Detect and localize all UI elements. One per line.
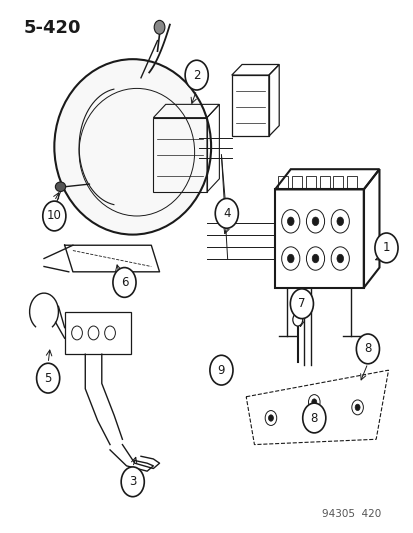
Circle shape [121, 467, 144, 497]
Text: 5-420: 5-420 [23, 19, 81, 37]
Text: 4: 4 [223, 207, 230, 220]
Circle shape [215, 198, 238, 228]
Circle shape [354, 404, 359, 410]
Circle shape [113, 268, 136, 297]
Circle shape [268, 415, 273, 421]
Text: 1: 1 [382, 241, 389, 254]
Text: 3: 3 [129, 475, 136, 488]
Text: 6: 6 [121, 276, 128, 289]
Circle shape [287, 254, 293, 263]
Text: 7: 7 [297, 297, 305, 310]
Circle shape [265, 410, 276, 425]
Circle shape [336, 217, 343, 225]
Circle shape [311, 217, 318, 225]
Circle shape [311, 399, 316, 405]
Circle shape [356, 334, 379, 364]
Circle shape [36, 364, 59, 393]
Circle shape [336, 254, 343, 263]
Circle shape [287, 217, 293, 225]
Circle shape [351, 400, 363, 415]
Circle shape [292, 313, 302, 326]
Circle shape [290, 289, 313, 319]
Text: 5: 5 [44, 372, 52, 385]
Text: 8: 8 [363, 342, 371, 356]
Circle shape [311, 254, 318, 263]
Text: 10: 10 [47, 209, 62, 222]
Text: 94305  420: 94305 420 [321, 509, 380, 519]
Circle shape [374, 233, 397, 263]
Text: 8: 8 [310, 411, 317, 424]
Circle shape [302, 403, 325, 433]
Ellipse shape [54, 59, 211, 235]
Circle shape [185, 60, 208, 90]
Circle shape [154, 20, 164, 34]
Text: 9: 9 [217, 364, 225, 377]
Ellipse shape [55, 182, 66, 191]
Text: 2: 2 [192, 69, 200, 82]
Circle shape [209, 356, 233, 385]
Circle shape [308, 394, 319, 409]
Circle shape [43, 201, 66, 231]
